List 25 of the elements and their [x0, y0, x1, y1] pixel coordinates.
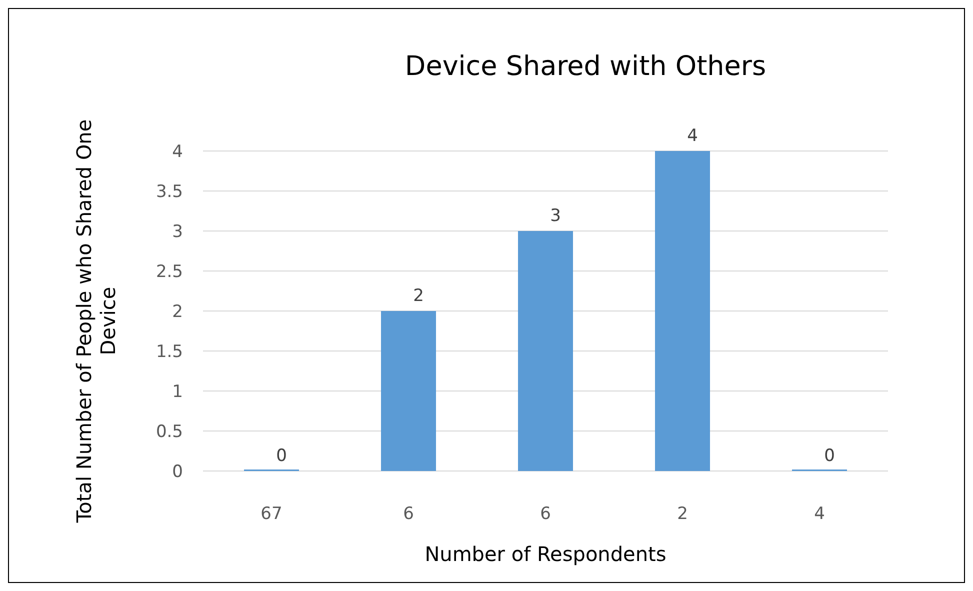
x-tick-label: 6: [403, 504, 414, 524]
y-axis-title: Total Number of People who Shared One Device: [72, 119, 120, 524]
data-label: 2: [413, 286, 424, 306]
x-tick-label: 2: [677, 504, 688, 524]
y-tick-label: 3.5: [156, 182, 183, 202]
bar: [655, 151, 710, 471]
chart-title: Device Shared with Others: [404, 51, 766, 82]
data-label: 0: [824, 446, 835, 466]
y-tick-label: 2: [172, 302, 183, 322]
y-tick-label: 0.5: [156, 422, 183, 442]
data-label: 3: [550, 206, 561, 226]
y-tick-label: 1: [172, 382, 183, 402]
data-label: 4: [687, 126, 698, 146]
y-tick-label: 4: [172, 142, 183, 162]
x-tick-label: 4: [814, 504, 825, 524]
bar: [381, 311, 436, 471]
y-tick-label: 2.5: [156, 262, 183, 282]
y-tick-label: 3: [172, 222, 183, 242]
x-tick-label: 67: [260, 504, 282, 524]
data-label: 0: [276, 446, 287, 466]
x-axis-title: Number of Respondents: [424, 542, 666, 566]
x-tick-label: 6: [540, 504, 551, 524]
y-tick-label: 0: [172, 462, 183, 482]
y-tick-label: 1.5: [156, 342, 183, 362]
bar: [518, 231, 573, 471]
